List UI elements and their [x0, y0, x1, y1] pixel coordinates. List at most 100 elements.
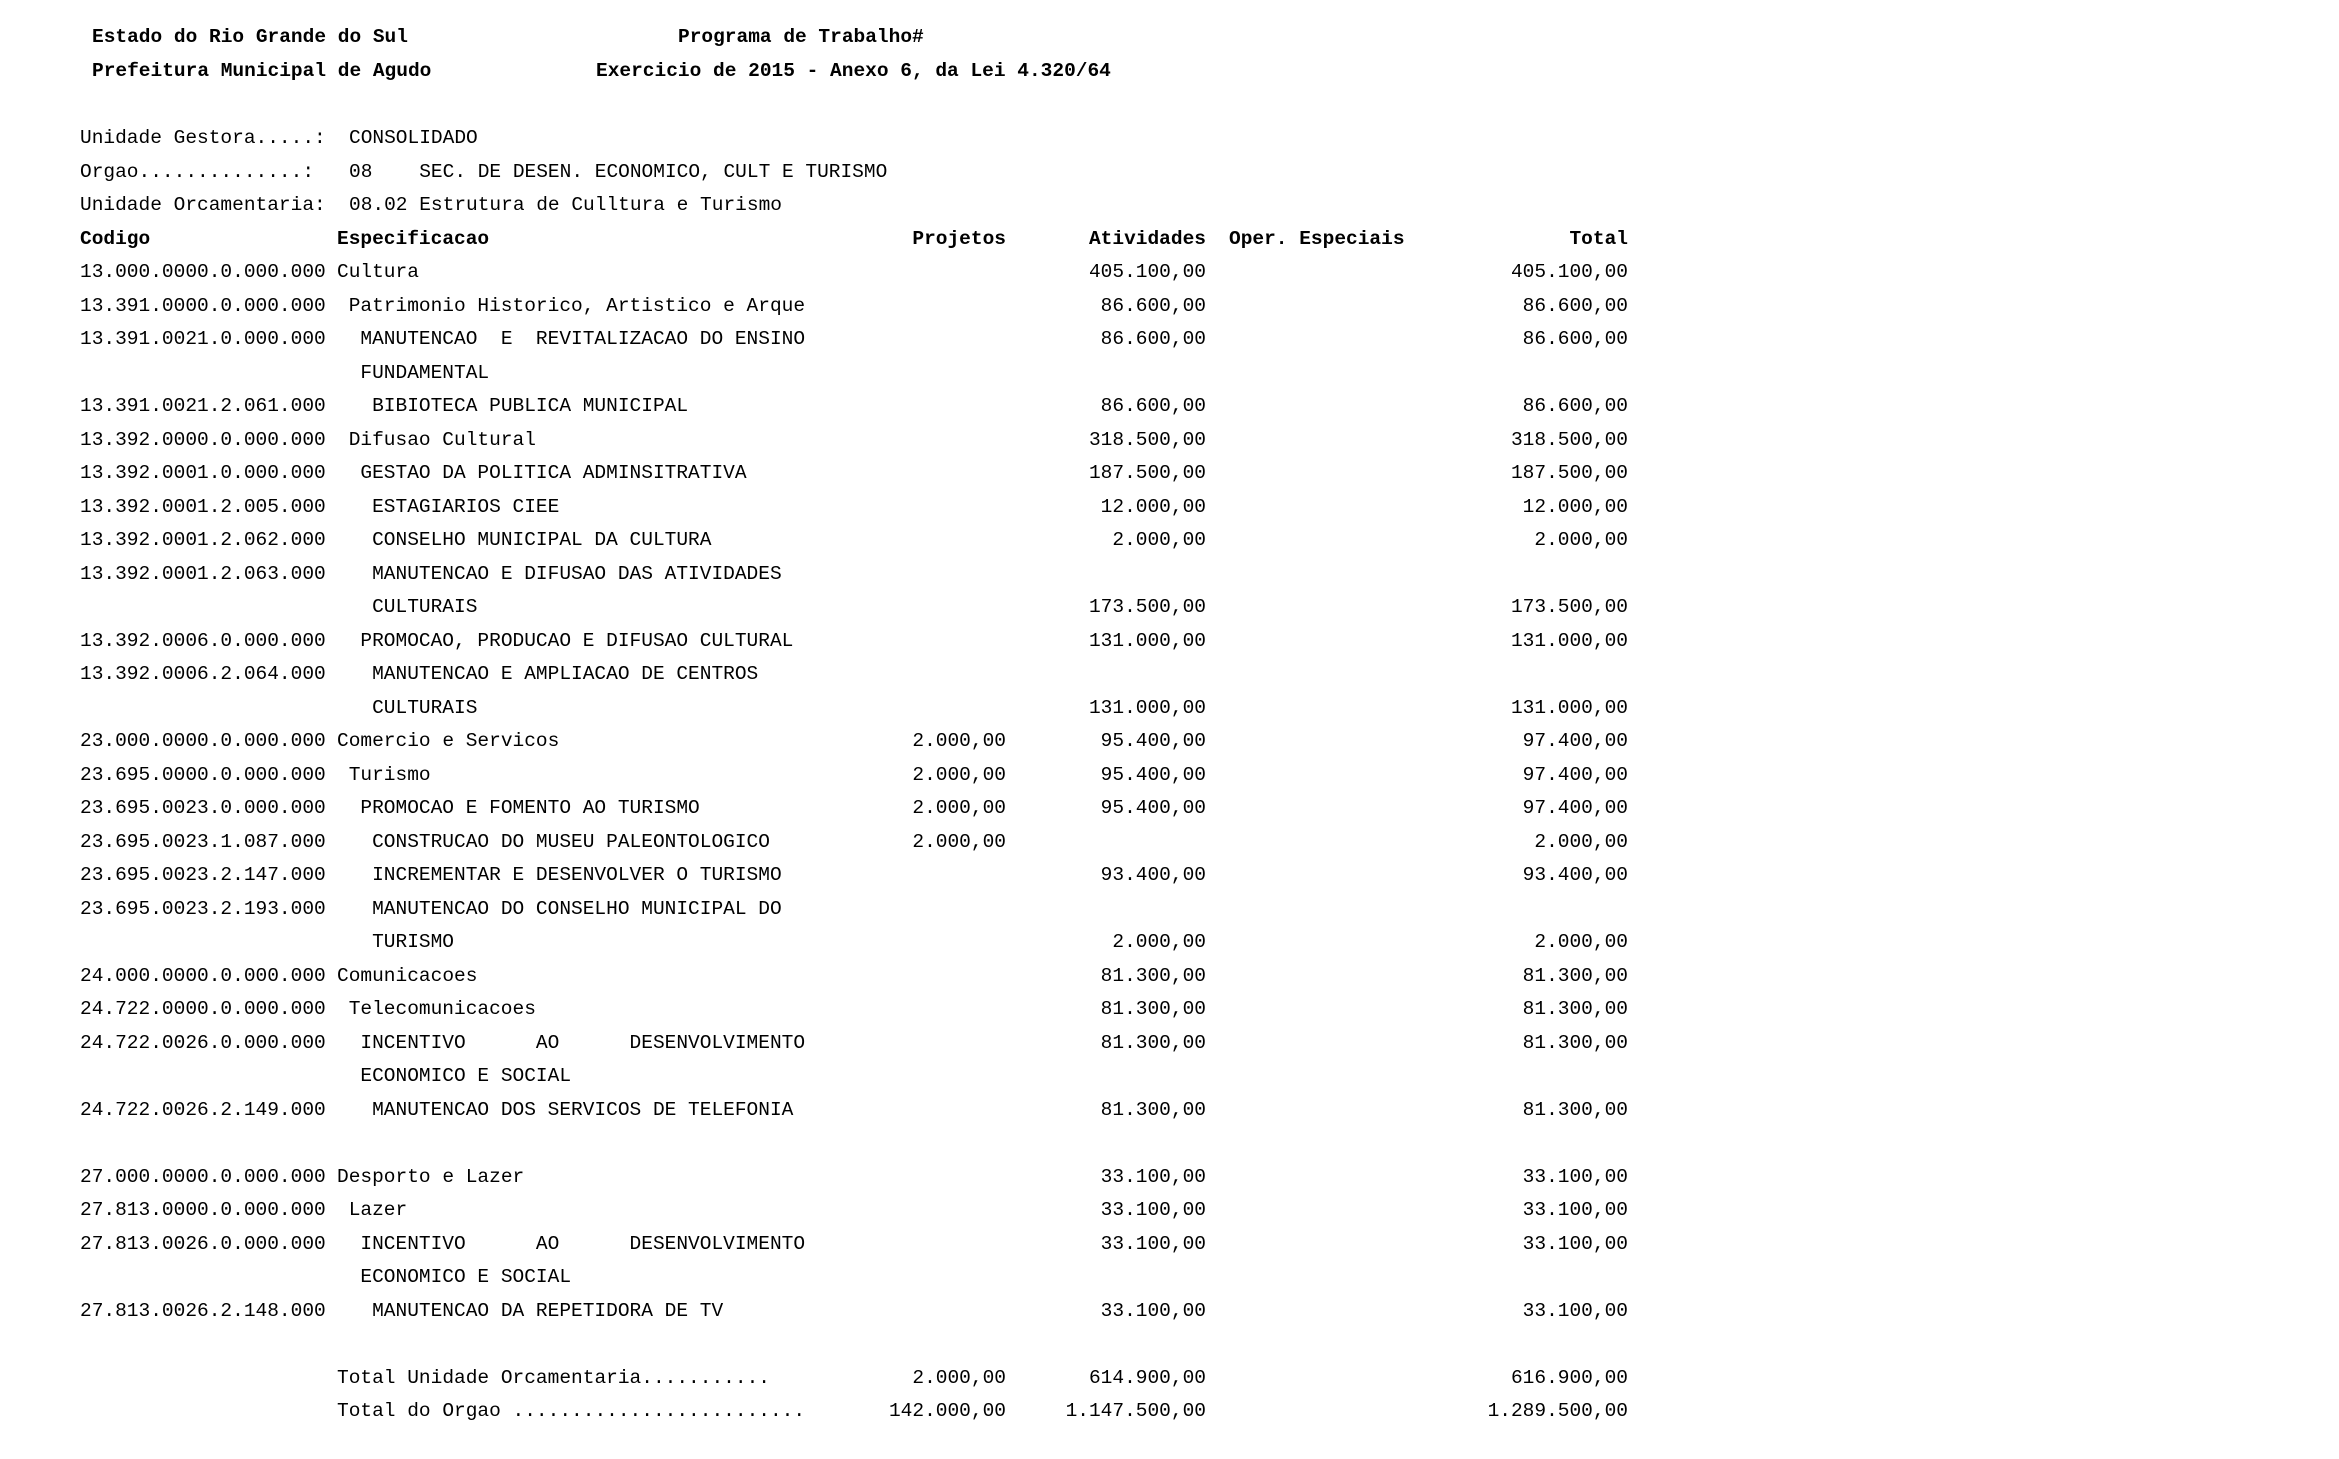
row-total: 2.000,00 — [1534, 830, 1628, 853]
row-codigo: 24.722.0026.2.149.000 — [80, 1098, 326, 1121]
row-atividades: 86.600,00 — [1100, 328, 1206, 350]
unidade-orcamentaria-label: Unidade Orcamentaria: — [80, 194, 326, 216]
row-atividades: 173.500,00 — [1088, 596, 1206, 618]
table-row: 13.392.0001.0.000.000 GESTAO DA POLITICA … — [80, 457, 1640, 491]
row-projetos: 2.000,00 — [912, 830, 1006, 853]
row-atividades: 614.900,00 — [1088, 1366, 1206, 1389]
table-row: 13.391.0000.0.000.000 Patrimonio Historic… — [80, 290, 1640, 324]
col-codigo: Codigo — [80, 227, 151, 250]
row-atividades: 81.300,00 — [1100, 998, 1206, 1020]
municipality-name: Prefeitura Municipal de Agudo — [92, 60, 432, 82]
row-especificacao: FUNDAMENTAL — [360, 361, 490, 384]
row-projetos: 2.000,00 — [912, 730, 1006, 752]
row-projetos: 142.000,00 — [888, 1400, 1006, 1422]
unidade-gestora-value: CONSOLIDADO — [349, 127, 478, 149]
table-row: 13.392.0000.0.000.000 Difusao Cultural 318… — [80, 424, 1640, 458]
orgao-value: 08 SEC. DE DESEN. ECONOMICO, CULT E TURI… — [349, 160, 888, 183]
row-codigo: 13.392.0001.2.063.000 — [80, 562, 326, 585]
table-row — [80, 1127, 1640, 1161]
table-row: 13.392.0001.2.005.000 ESTAGIARIOS CIEE 12.… — [80, 491, 1640, 525]
row-total: 33.100,00 — [1522, 1199, 1628, 1221]
report-title: Programa de Trabalho# — [678, 26, 924, 48]
row-total: 81.300,00 — [1522, 964, 1628, 987]
row-codigo: 23.695.0000.0.000.000 — [80, 763, 326, 786]
table-row: 23.000.0000.0.000.000 Comercio e Servicos… — [80, 725, 1640, 759]
row-total: 187.500,00 — [1510, 462, 1628, 484]
table-row: 23.695.0023.0.000.000 PROMOCAO E FOMENTO … — [80, 792, 1640, 826]
row-total: 2.000,00 — [1534, 529, 1628, 551]
row-codigo: 13.392.0006.2.064.000 — [80, 663, 326, 685]
table-row: 24.722.0026.2.149.000 MANUTENCAO DOS SERV… — [80, 1094, 1640, 1128]
row-atividades: 33.100,00 — [1100, 1165, 1206, 1188]
row-especificacao: Difusao Cultural — [348, 428, 536, 451]
row-total: 86.600,00 — [1522, 294, 1628, 317]
row-atividades: 95.400,00 — [1100, 730, 1206, 752]
row-especificacao: MANUTENCAO E DIFUSAO DAS ATIVIDADES — [372, 562, 782, 585]
row-atividades: 86.600,00 — [1100, 294, 1206, 317]
row-atividades: 86.600,00 — [1100, 395, 1206, 417]
row-codigo: 13.391.0021.2.061.000 — [80, 395, 326, 417]
row-especificacao: MANUTENCAO DO CONSELHO MUNICIPAL DO — [372, 897, 782, 920]
row-especificacao: INCREMENTAR E DESENVOLVER O TURISMO — [372, 864, 782, 886]
table-row: 23.695.0023.2.193.000 MANUTENCAO DO CONSE… — [80, 893, 1640, 927]
row-codigo: 27.813.0026.2.148.000 — [80, 1299, 326, 1322]
row-total: 86.600,00 — [1522, 328, 1628, 350]
row-projetos: 2.000,00 — [912, 1366, 1006, 1389]
row-total: 33.100,00 — [1522, 1299, 1628, 1322]
row-atividades: 33.100,00 — [1100, 1232, 1206, 1255]
row-especificacao: MANUTENCAO DOS SERVICOS DE TELEFONIA — [372, 1098, 794, 1121]
table-row: 24.722.0000.0.000.000 Telecomunicacoes 81.… — [80, 993, 1640, 1027]
col-total: Total — [1569, 227, 1628, 250]
row-especificacao: MANUTENCAO E AMPLIACAO DE CENTROS — [372, 663, 759, 685]
row-total: 1.289.500,00 — [1487, 1400, 1628, 1422]
row-especificacao: Total do Orgao ......................... — [337, 1400, 806, 1422]
unidade-orcamentaria-line: Unidade Orcamentaria: 08.02 Estrutura de… — [80, 189, 1640, 223]
row-especificacao: CONSTRUCAO DO MUSEU PALEONTOLOGICO — [372, 830, 770, 853]
table-row: 13.392.0006.2.064.000 MANUTENCAO E AMPLIA… — [80, 658, 1640, 692]
unidade-orcamentaria-value: 08.02 Estrutura de Culltura e Turismo — [349, 194, 782, 216]
row-especificacao: GESTAO DA POLITICA ADMINSITRATIVA — [360, 462, 747, 484]
row-atividades: 2.000,00 — [1112, 529, 1206, 551]
row-especificacao: Telecomunicacoes — [348, 998, 536, 1020]
row-atividades: 1.147.500,00 — [1065, 1400, 1206, 1422]
table-row: ECONOMICO E SOCIAL — [80, 1060, 1640, 1094]
row-codigo: 23.695.0023.1.087.000 — [80, 830, 326, 853]
row-especificacao: TURISMO — [372, 931, 455, 953]
row-especificacao: Cultura — [337, 261, 419, 283]
row-atividades: 93.400,00 — [1100, 864, 1206, 886]
col-oper-especiais: Oper. Especiais — [1229, 227, 1405, 250]
table-row: 27.000.0000.0.000.000 Desporto e Lazer 33.… — [80, 1161, 1640, 1195]
table-row: CULTURAIS 173.500,00 173.500,00 — [80, 591, 1640, 625]
row-total: 173.500,00 — [1510, 596, 1628, 618]
row-especificacao: CONSELHO MUNICIPAL DA CULTURA — [372, 529, 712, 551]
row-especificacao: Comercio e Servicos — [337, 730, 560, 752]
table-row: 23.695.0023.1.087.000 CONSTRUCAO DO MUSEU… — [80, 826, 1640, 860]
table-header: Codigo Especificacao Projetos Atividades… — [80, 223, 1640, 257]
row-atividades: 33.100,00 — [1100, 1199, 1206, 1221]
row-total: 33.100,00 — [1522, 1232, 1628, 1255]
unidade-gestora-label: Unidade Gestora.....: — [80, 127, 326, 149]
row-especificacao: Lazer — [348, 1199, 408, 1221]
row-total: 97.400,00 — [1522, 730, 1628, 752]
row-codigo: 23.695.0023.0.000.000 — [80, 797, 326, 819]
row-atividades: 81.300,00 — [1100, 1098, 1206, 1121]
row-atividades: 187.500,00 — [1088, 462, 1206, 484]
row-total: 2.000,00 — [1534, 931, 1628, 953]
state-name: Estado do Rio Grande do Sul — [92, 26, 408, 48]
row-atividades: 405.100,00 — [1088, 261, 1206, 283]
row-atividades: 131.000,00 — [1088, 629, 1206, 652]
row-especificacao: Comunicacoes — [337, 964, 478, 987]
row-total: 97.400,00 — [1522, 763, 1628, 786]
row-codigo: 23.695.0023.2.147.000 — [80, 864, 326, 886]
table-row: Total do Orgao .........................… — [80, 1395, 1640, 1429]
orgao-label: Orgao..............: — [80, 160, 315, 183]
row-total: 616.900,00 — [1510, 1366, 1628, 1389]
row-total: 81.300,00 — [1522, 1098, 1628, 1121]
row-especificacao: Patrimonio Historico, Artistico e Arque — [348, 294, 806, 317]
table-row: 13.000.0000.0.000.000 Cultura 405.100,00 40… — [80, 256, 1640, 290]
row-atividades: 131.000,00 — [1088, 696, 1206, 719]
row-codigo: 13.392.0001.2.062.000 — [80, 529, 326, 551]
report-subtitle: Exercicio de 2015 - Anexo 6, da Lei 4.32… — [596, 60, 1111, 82]
table-row: ECONOMICO E SOCIAL — [80, 1261, 1640, 1295]
row-codigo: 13.391.0000.0.000.000 — [80, 294, 326, 317]
